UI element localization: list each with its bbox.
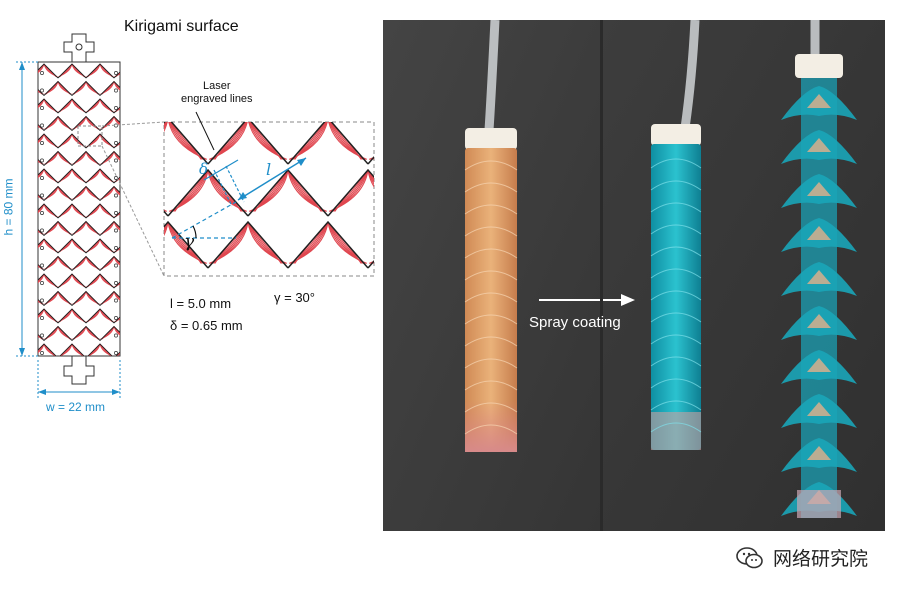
symbol-gamma: γ xyxy=(184,232,195,252)
l-value: l = 5.0 mm xyxy=(170,296,232,311)
uncoated-actuator xyxy=(464,20,518,452)
gamma-value: γ = 30° xyxy=(274,290,315,305)
actuator-photo: Spray coating xyxy=(383,20,885,531)
symbol-l: l xyxy=(266,160,272,179)
kirigami-diagram: Kirigami surface xyxy=(0,0,380,420)
kirigami-strip xyxy=(37,61,121,357)
height-dimension xyxy=(16,61,38,357)
watermark-text: 网络研究院 xyxy=(772,548,868,570)
kirigami-sheet-svg xyxy=(16,33,375,398)
width-dimension xyxy=(37,360,121,398)
delta-value: δ = 0.65 mm xyxy=(170,318,243,333)
callout-laser-engraved: Laser engraved lines xyxy=(181,80,253,106)
spray-coating-caption: Spray coating xyxy=(529,314,621,331)
l-dimension xyxy=(237,157,307,201)
gamma-angle xyxy=(171,201,237,239)
photo-divider xyxy=(600,20,603,531)
watermark: 网络研究院 xyxy=(735,544,868,571)
height-label: h = 80 mm xyxy=(1,178,16,236)
diagram-title: Kirigami surface xyxy=(124,18,239,35)
delta-dimension xyxy=(203,159,245,207)
symbol-delta: δ xyxy=(199,160,209,178)
bottom-tab xyxy=(63,355,95,385)
callout-line-2: engraved lines xyxy=(181,93,253,105)
width-label: w = 22 mm xyxy=(46,400,106,414)
wechat-icon xyxy=(736,546,763,568)
coated-actuator xyxy=(650,20,702,450)
stretched-actuator xyxy=(781,20,857,518)
photo-svg xyxy=(383,20,885,531)
callout-line-1: Laser xyxy=(203,80,231,92)
process-arrow xyxy=(539,294,635,306)
